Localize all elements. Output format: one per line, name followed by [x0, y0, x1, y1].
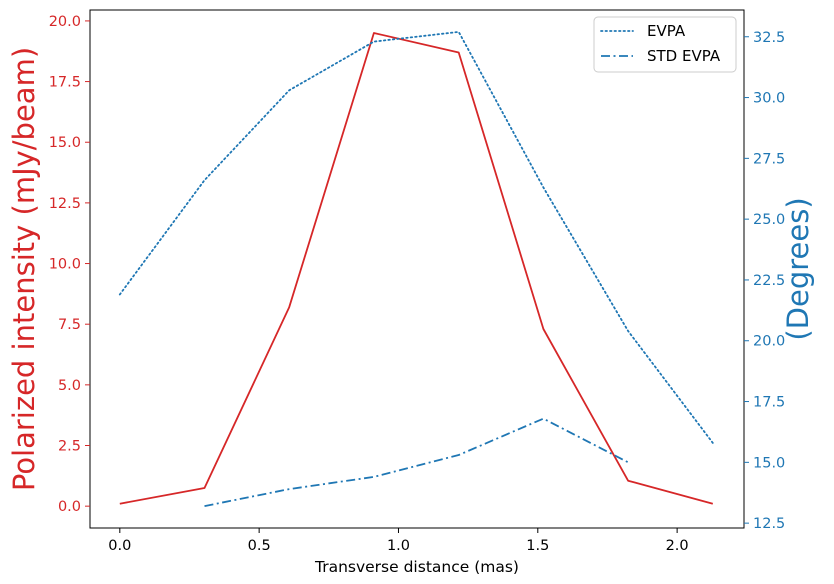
x-tick-label: 0.0	[108, 538, 131, 554]
legend-label-std-evpa: STD EVPA	[647, 47, 721, 65]
y-left-tick-label: 15.0	[49, 135, 81, 151]
series-line-std-evpa	[204, 417, 629, 507]
y-axis-left: 0.0 2.5 5.0 7.5 10.0 12.5 15.0 17.5 20.0	[49, 14, 90, 515]
y-axis-left-label: Polarized intensity (mJy/beam)	[7, 47, 41, 491]
x-axis: 0.0 0.5 1.0 1.5 2.0	[108, 528, 689, 554]
y-right-tick-label: 30.0	[753, 91, 785, 107]
y-left-tick-label: 10.0	[49, 257, 81, 273]
y-axis-right-label: (Degrees)	[781, 197, 815, 340]
y-right-tick-label: 15.0	[753, 455, 785, 471]
series-line-polarized-intensity	[119, 32, 714, 505]
x-tick-label: 1.5	[526, 538, 549, 554]
y-right-tick-label: 17.5	[753, 395, 785, 411]
y-left-tick-label: 5.0	[58, 378, 81, 394]
y-right-tick-label: 20.0	[753, 334, 785, 350]
x-tick-label: 0.5	[248, 538, 271, 554]
x-axis-label: Transverse distance (mas)	[314, 558, 519, 576]
y-axis-right: 12.5 15.0 17.5 20.0 22.5 25.0 27.5 30.0 32.5	[744, 30, 785, 532]
plot-frame	[89, 9, 745, 529]
y-right-tick-label: 27.5	[753, 151, 785, 167]
y-right-tick-label: 32.5	[753, 30, 785, 46]
y-left-tick-label: 2.5	[58, 439, 81, 455]
y-left-tick-label: 7.5	[58, 317, 81, 333]
y-left-tick-label: 17.5	[49, 75, 81, 91]
series-layer	[118, 30, 714, 507]
y-left-tick-label: 0.0	[58, 499, 81, 515]
y-right-tick-label: 12.5	[753, 516, 785, 532]
y-right-tick-label: 22.5	[753, 273, 785, 289]
series-line-evpa	[118, 30, 714, 444]
legend: EVPA STD EVPA	[593, 16, 737, 73]
y-right-tick-label: 25.0	[753, 212, 785, 228]
y-left-tick-label: 20.0	[49, 14, 81, 30]
y-left-tick-label: 12.5	[49, 196, 81, 212]
x-tick-label: 2.0	[666, 538, 689, 554]
x-tick-label: 1.0	[387, 538, 410, 554]
legend-label-evpa: EVPA	[647, 22, 686, 40]
